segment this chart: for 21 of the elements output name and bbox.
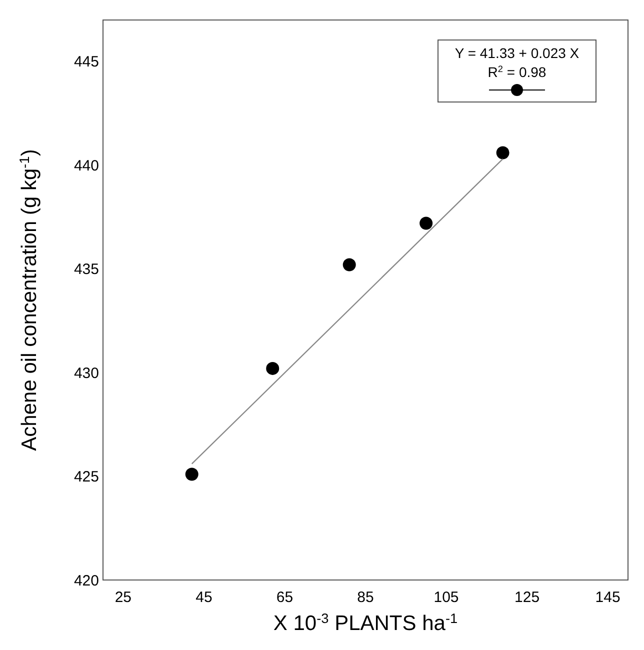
- x-tick-label: 65: [276, 589, 294, 606]
- x-tick-label: 45: [196, 589, 212, 606]
- y-tick-label: 440: [74, 157, 99, 174]
- point: [420, 216, 433, 230]
- point: [185, 468, 198, 481]
- y-tick-label: 435: [74, 261, 99, 278]
- x-tick-label: 105: [434, 589, 459, 606]
- x-tick-label: 85: [357, 589, 374, 606]
- y-tick-label: 425: [74, 468, 99, 486]
- y-tick-label: 420: [74, 572, 99, 590]
- annotation: Y = 41.33 + 0.023 X: [454, 45, 580, 61]
- point: [496, 146, 510, 160]
- x-tick-label: 145: [595, 589, 620, 606]
- x-tick-label: 25: [114, 589, 132, 606]
- y-tick-label: 445: [74, 54, 99, 71]
- x-axis-title: X 10$^{-3}$ PLANTS ha$^{-1}$: [273, 610, 458, 635]
- x-tick-label: 125: [514, 589, 540, 606]
- annotation: R$^{2}$ = 0.98: [488, 64, 546, 80]
- point: [266, 362, 280, 375]
- y-tick-label: 430: [74, 364, 99, 382]
- point: [342, 258, 356, 272]
